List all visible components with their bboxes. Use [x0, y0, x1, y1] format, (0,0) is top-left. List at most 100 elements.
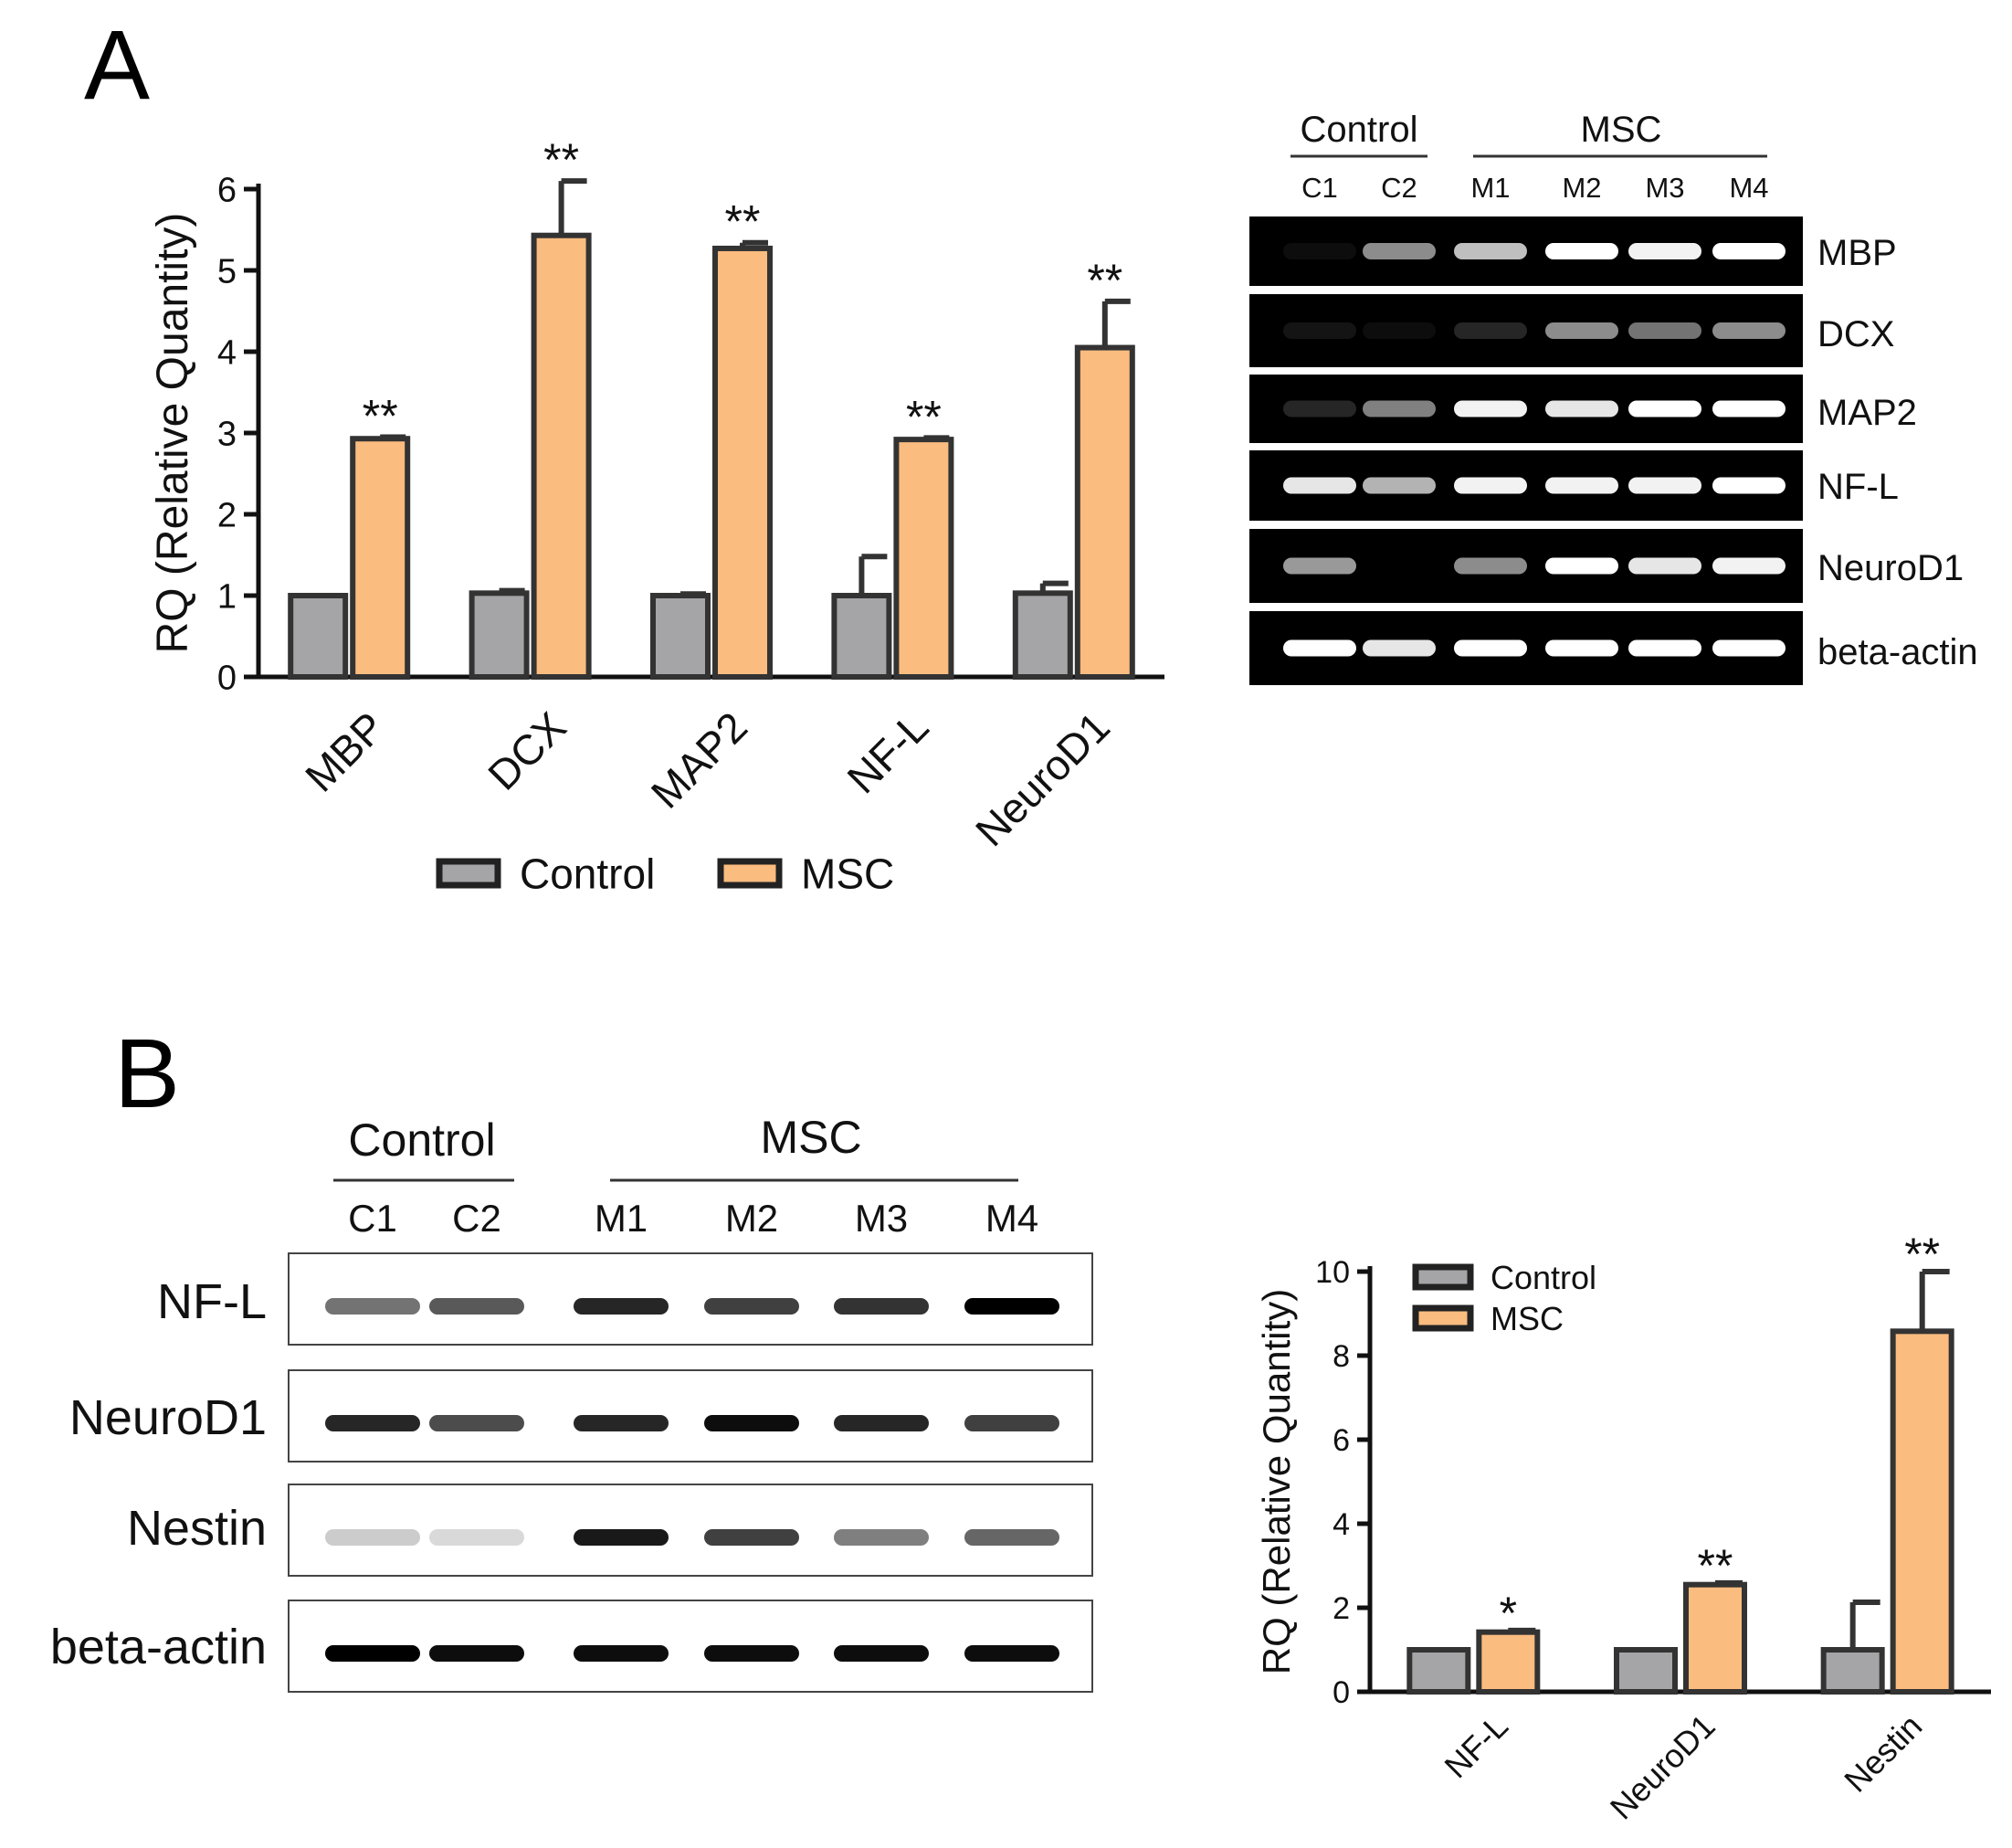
y-tick-label: 3: [217, 416, 237, 454]
gel-row-label: MAP2: [1817, 393, 1917, 433]
y-tick-label: 6: [217, 172, 237, 210]
gel-band: [1454, 639, 1527, 657]
legend-label-control: Control: [520, 850, 655, 898]
bar-control: [288, 593, 349, 680]
blot-band: [964, 1415, 1059, 1431]
blot-band: [429, 1529, 524, 1546]
gel-lane-label: C1: [1301, 172, 1338, 204]
blot-band: [964, 1298, 1059, 1315]
y-axis-label: RQ (Relative Quantity): [1255, 1289, 1298, 1674]
significance-marker: **: [363, 390, 398, 441]
y-tick-label: 10: [1315, 1255, 1350, 1290]
significance-marker: **: [1087, 255, 1122, 306]
bar-msc: [1074, 344, 1135, 680]
blot-row-frame: [288, 1484, 1093, 1577]
blot-row-frame: [288, 1600, 1093, 1693]
blot-band: [574, 1415, 669, 1431]
blot-band: [704, 1415, 799, 1431]
bar-msc: [712, 245, 773, 680]
blot-row-label: Nestin: [127, 1501, 267, 1556]
gel-band: [1545, 322, 1618, 339]
bar-msc: [1683, 1581, 1747, 1695]
blot-row-frame: [288, 1252, 1093, 1346]
panel-letter-a: A: [84, 9, 150, 120]
blot-band: [834, 1529, 929, 1546]
blot-group-label-msc: MSC: [760, 1112, 861, 1163]
significance-marker: **: [1904, 1229, 1940, 1280]
gel-band: [1283, 400, 1356, 417]
significance-marker: *: [1500, 1588, 1517, 1639]
blot-band: [574, 1529, 669, 1546]
bar-msc: [893, 437, 954, 680]
y-tick-label: 4: [217, 334, 237, 373]
blot-band: [834, 1415, 929, 1431]
gel-band: [1545, 243, 1618, 259]
gel-row-background: [1249, 294, 1803, 367]
bar-msc: [1476, 1629, 1541, 1695]
y-tick-label: 0: [1333, 1675, 1350, 1710]
gel-group-label-control: Control: [1301, 110, 1418, 150]
gel-group-label-msc: MSC: [1581, 110, 1662, 150]
y-tick-label: 1: [217, 578, 237, 617]
blot-band: [325, 1529, 420, 1546]
bar-control: [1012, 590, 1073, 681]
blot-band: [964, 1529, 1059, 1546]
blot-band: [704, 1645, 799, 1662]
bar-chart-panel-b: 0 2 4 6 8 10 RQ (Relative Quantity) * NF-L ** Neur…: [1255, 1229, 1991, 1827]
blot-lane-label: M4: [985, 1197, 1038, 1240]
bar-control: [1406, 1647, 1471, 1695]
gel-band: [1454, 243, 1527, 259]
y-tick-label: 5: [217, 253, 237, 291]
bar-control: [469, 590, 530, 681]
y-tick-label: 0: [217, 660, 237, 698]
gel-band: [1283, 557, 1356, 575]
gel-row-label: NeuroD1: [1817, 548, 1964, 588]
gel-lane-label: M2: [1562, 172, 1601, 204]
x-category-label: DCX: [479, 702, 574, 798]
rt-pcr-gel-panel: Control MSC C1 C2 M1 M2 M3 M4 MBP DCX MAP2 NF-L Neur…: [1249, 110, 1978, 685]
gel-row-label: DCX: [1817, 314, 1894, 354]
gel-band: [1283, 639, 1356, 657]
blot-band: [325, 1298, 420, 1315]
blot-band: [429, 1298, 524, 1315]
gel-lane-label: M3: [1645, 172, 1684, 204]
legend-label-msc: MSC: [801, 850, 894, 898]
legend-label-control: Control: [1491, 1259, 1596, 1296]
blot-row-label: NeuroD1: [69, 1390, 267, 1445]
gel-band: [1283, 477, 1356, 494]
blot-lane-label: M2: [725, 1197, 778, 1240]
bar-msc: [350, 436, 411, 680]
blot-band: [704, 1529, 799, 1546]
gel-band: [1628, 477, 1701, 494]
gel-band: [1363, 400, 1436, 417]
bar-control: [1614, 1647, 1678, 1695]
significance-marker: **: [543, 134, 579, 185]
blot-lane-label: M3: [855, 1197, 908, 1240]
blot-group-label-control: Control: [348, 1114, 495, 1166]
gel-band: [1363, 639, 1436, 657]
significance-marker: **: [1698, 1540, 1733, 1591]
gel-band: [1628, 322, 1701, 339]
gel-band: [1712, 322, 1786, 339]
blot-lane-label: C1: [348, 1197, 397, 1240]
gel-lane-label: M4: [1729, 172, 1768, 204]
legend-swatch-msc: [717, 858, 783, 889]
x-category-label: NeuroD1: [966, 702, 1119, 855]
gel-band: [1712, 639, 1786, 657]
blot-row-label: NF-L: [157, 1274, 267, 1329]
gel-row-label: NF-L: [1817, 467, 1899, 507]
gel-band: [1712, 477, 1786, 494]
blot-band: [964, 1645, 1059, 1662]
bar-msc: [1890, 1328, 1954, 1695]
gel-band: [1628, 243, 1701, 259]
gel-lane-label: M1: [1470, 172, 1510, 204]
x-category-label: MBP: [296, 702, 394, 800]
gel-band: [1628, 639, 1701, 657]
blot-lane-label: M1: [595, 1197, 648, 1240]
bar-msc: [531, 232, 592, 680]
gel-band: [1712, 243, 1786, 259]
gel-band: [1454, 557, 1527, 575]
gel-band: [1628, 400, 1701, 417]
y-tick-label: 8: [1333, 1339, 1350, 1374]
